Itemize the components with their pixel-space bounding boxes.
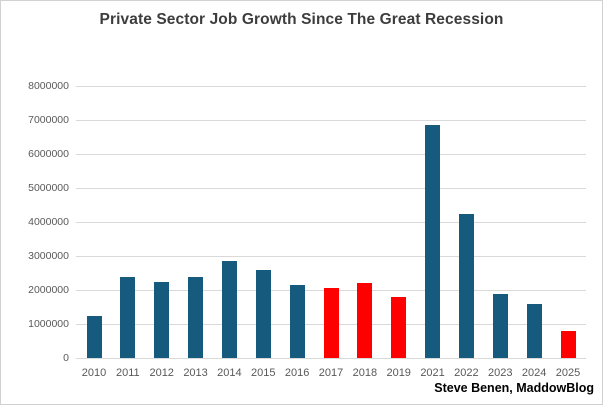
gridline	[76, 221, 586, 223]
x-axis-tick-label: 2014	[217, 367, 242, 379]
bar-2022	[458, 213, 474, 358]
x-axis-tick-label: 2023	[488, 367, 513, 379]
x-axis-tick-label: 2010	[81, 367, 107, 379]
y-axis-tick-label: 2000000	[28, 284, 69, 296]
gridline	[76, 187, 586, 189]
y-axis-tick-label: 5000000	[28, 182, 69, 194]
bar-2017	[323, 287, 339, 358]
gridline	[76, 85, 586, 87]
y-axis-tick-label: 3000000	[28, 250, 69, 262]
x-axis-tick-label: 2019	[386, 367, 411, 379]
x-axis-tick-label: 2018	[352, 367, 378, 379]
bar-2012	[154, 281, 170, 358]
chart-title: Private Sector Job Growth Since The Grea…	[99, 11, 504, 28]
x-axis-tick-label: 2024	[521, 367, 547, 379]
bar-2024	[526, 304, 542, 358]
y-axis-tick-label: 1000000	[28, 318, 69, 330]
x-axis-tick-label: 2025	[555, 367, 581, 379]
x-axis-tick-label: 2013	[183, 367, 208, 379]
gridline	[76, 255, 586, 257]
bar-2016	[289, 285, 305, 358]
y-axis-tick-label: 4000000	[28, 216, 69, 228]
x-axis-tick-label: 2011	[116, 367, 140, 379]
y-axis-tick-label: 6000000	[28, 148, 69, 160]
x-axis-tick-label: 2021	[420, 367, 445, 379]
gridline	[76, 357, 586, 359]
bar-2019	[391, 296, 407, 358]
x-axis-tick-label: 2016	[284, 367, 310, 379]
x-axis-tick-label: 2015	[251, 367, 276, 379]
x-axis-tick-label: 2022	[454, 367, 479, 379]
x-axis-tick-label: 2017	[318, 367, 344, 379]
y-axis-tick-label: 7000000	[28, 114, 69, 126]
y-axis-tick-label: 0	[63, 352, 69, 364]
bar-2018	[357, 283, 373, 358]
bar-2015	[255, 269, 271, 358]
y-axis-tick-label: 8000000	[28, 80, 69, 92]
bar-2011	[120, 277, 136, 358]
bar-2010	[86, 315, 102, 358]
bar-2025	[560, 331, 576, 358]
attribution: Steve Benen, MaddowBlog	[434, 381, 594, 395]
bar-2021	[425, 125, 441, 358]
plot-area	[76, 85, 586, 359]
bar-2023	[492, 294, 508, 358]
gridline	[76, 153, 586, 155]
bar-2013	[188, 277, 204, 358]
x-axis-tick-label: 2012	[149, 367, 174, 379]
bar-2014	[221, 260, 237, 358]
gridline	[76, 119, 586, 121]
